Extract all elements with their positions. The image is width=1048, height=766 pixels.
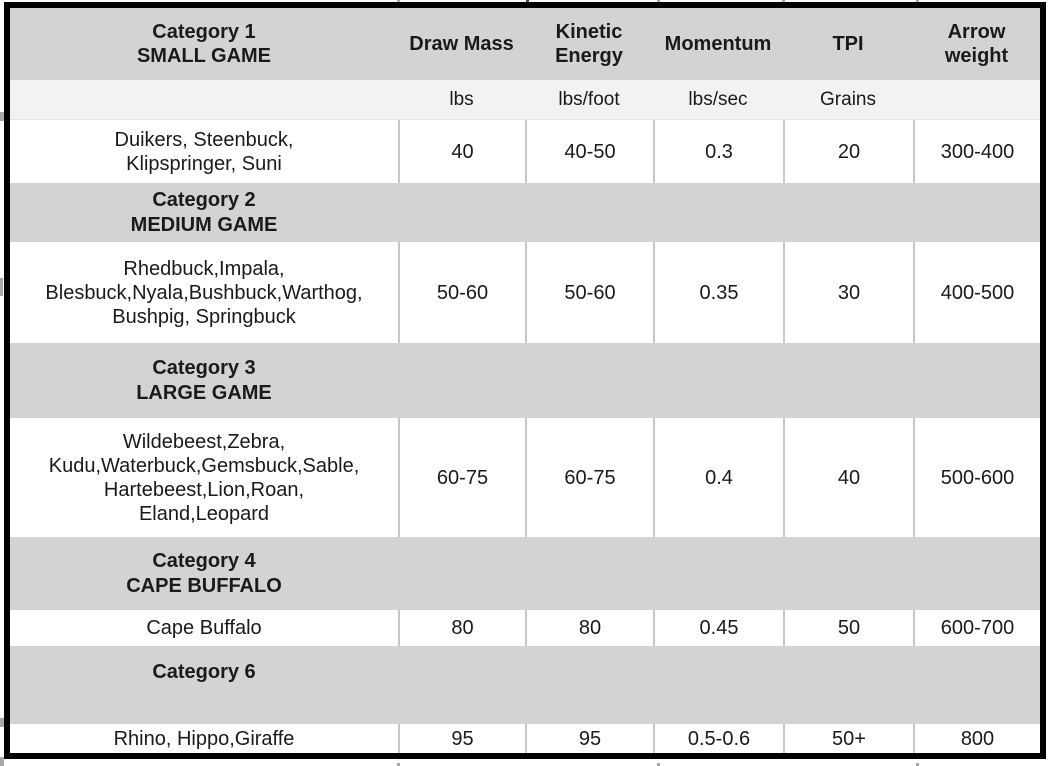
category-banner-text: Category 4 CAPE BUFFALO bbox=[10, 537, 398, 610]
category-banner-text: Category 3 LARGE GAME bbox=[10, 343, 398, 418]
category-subtitle: CAPE BUFFALO bbox=[126, 574, 282, 597]
table-row: Cape Buffalo 80 80 0.45 50 600-700 bbox=[10, 610, 1040, 646]
edge-tick bbox=[0, 718, 4, 727]
momentum-value: 0.35 bbox=[653, 242, 783, 343]
species-cell: Wildebeest,Zebra, Kudu,Waterbuck,Gemsbuc… bbox=[48, 430, 360, 525]
arrow-weight-value: 500-600 bbox=[913, 418, 1040, 537]
category-title: Category 3 bbox=[152, 356, 256, 379]
arrow-weight-value: 800 bbox=[913, 724, 1040, 753]
table-header-row: Category 1 SMALL GAME Draw Mass Kinetic … bbox=[10, 8, 1040, 80]
table-frame: Category 1 SMALL GAME Draw Mass Kinetic … bbox=[4, 2, 1046, 759]
header-momentum: Momentum bbox=[664, 33, 772, 55]
table-row: Rhino, Hippo,Giraffe 95 95 0.5-0.6 50+ 8… bbox=[10, 724, 1040, 753]
species-cell: Rhedbuck,Impala, Blesbuck,Nyala,Bushbuck… bbox=[45, 257, 363, 328]
unit-lbs: lbs bbox=[449, 88, 474, 110]
edge-tick bbox=[0, 112, 4, 121]
kinetic-energy-value: 40-50 bbox=[525, 120, 653, 183]
edge-tick bbox=[0, 278, 3, 296]
draw-mass-value: 50-60 bbox=[398, 242, 525, 343]
momentum-value: 0.3 bbox=[653, 120, 783, 183]
edge-tick bbox=[526, 0, 529, 2]
category-banner-text: Category 6 bbox=[10, 646, 398, 724]
category-banner: Category 3 LARGE GAME bbox=[10, 343, 1040, 418]
momentum-value: 0.45 bbox=[653, 610, 783, 646]
arrow-weight-value: 400-500 bbox=[913, 242, 1040, 343]
category-banner: Category 4 CAPE BUFFALO bbox=[10, 537, 1040, 610]
edge-tick bbox=[916, 763, 919, 766]
category-banner: Category 2 MEDIUM GAME bbox=[10, 183, 1040, 242]
arrow-weight-value: 600-700 bbox=[913, 610, 1040, 646]
species-cell: Duikers, Steenbuck, Klipspringer, Suni bbox=[114, 128, 294, 175]
table-row: Duikers, Steenbuck, Klipspringer, Suni 4… bbox=[10, 120, 1040, 183]
unit-grains: Grains bbox=[820, 88, 876, 110]
draw-mass-value: 60-75 bbox=[398, 418, 525, 537]
kinetic-energy-value: 60-75 bbox=[525, 418, 653, 537]
momentum-value: 0.4 bbox=[653, 418, 783, 537]
category-banner-text: Category 2 MEDIUM GAME bbox=[10, 183, 398, 242]
unit-lbs-sec: lbs/sec bbox=[688, 88, 748, 110]
tpi-value: 20 bbox=[783, 120, 913, 183]
draw-mass-value: 95 bbox=[398, 724, 525, 753]
edge-tick bbox=[397, 763, 400, 766]
category-title: Category 4 bbox=[152, 549, 256, 572]
edge-tick bbox=[657, 0, 660, 2]
edge-tick bbox=[657, 763, 660, 766]
category-banner: Category 6 bbox=[10, 646, 1040, 724]
species-cell: Rhino, Hippo,Giraffe bbox=[113, 727, 295, 750]
header-category-1-small-game: Category 1 SMALL GAME bbox=[136, 21, 272, 67]
kinetic-energy-value: 50-60 bbox=[525, 242, 653, 343]
kinetic-energy-value: 80 bbox=[525, 610, 653, 646]
header-draw-mass: Draw Mass bbox=[409, 33, 514, 55]
momentum-value: 0.5-0.6 bbox=[653, 724, 783, 753]
edge-tick bbox=[782, 0, 785, 2]
species-cell: Cape Buffalo bbox=[146, 617, 262, 639]
table-row: Rhedbuck,Impala, Blesbuck,Nyala,Bushbuck… bbox=[10, 242, 1040, 343]
category-title: Category 2 bbox=[152, 188, 256, 211]
category-subtitle: LARGE GAME bbox=[136, 381, 272, 404]
unit-lbs-foot: lbs/foot bbox=[558, 88, 620, 110]
header-kinetic-energy: Kinetic Energy bbox=[555, 21, 623, 67]
units-spacer bbox=[10, 80, 398, 119]
category-title: Category 6 bbox=[152, 661, 256, 683]
header-arrow-weight: Arrow weight bbox=[944, 21, 1009, 67]
draw-mass-value: 80 bbox=[398, 610, 525, 646]
draw-mass-value: 40 bbox=[398, 120, 525, 183]
arrow-weight-value: 300-400 bbox=[913, 120, 1040, 183]
units-row: lbs lbs/foot lbs/sec Grains bbox=[10, 80, 1040, 120]
table-row: Wildebeest,Zebra, Kudu,Waterbuck,Gemsbuc… bbox=[10, 418, 1040, 537]
edge-tick bbox=[397, 0, 400, 2]
tpi-value: 50+ bbox=[783, 724, 913, 753]
unit-empty bbox=[913, 80, 1040, 119]
category-subtitle: MEDIUM GAME bbox=[130, 213, 278, 236]
game-category-table: Category 1 SMALL GAME Draw Mass Kinetic … bbox=[10, 8, 1040, 753]
edge-tick bbox=[916, 0, 919, 2]
tpi-value: 50 bbox=[783, 610, 913, 646]
kinetic-energy-value: 95 bbox=[525, 724, 653, 753]
header-tpi: TPI bbox=[832, 33, 864, 55]
tpi-value: 30 bbox=[783, 242, 913, 343]
tpi-value: 40 bbox=[783, 418, 913, 537]
edge-tick bbox=[0, 757, 4, 766]
